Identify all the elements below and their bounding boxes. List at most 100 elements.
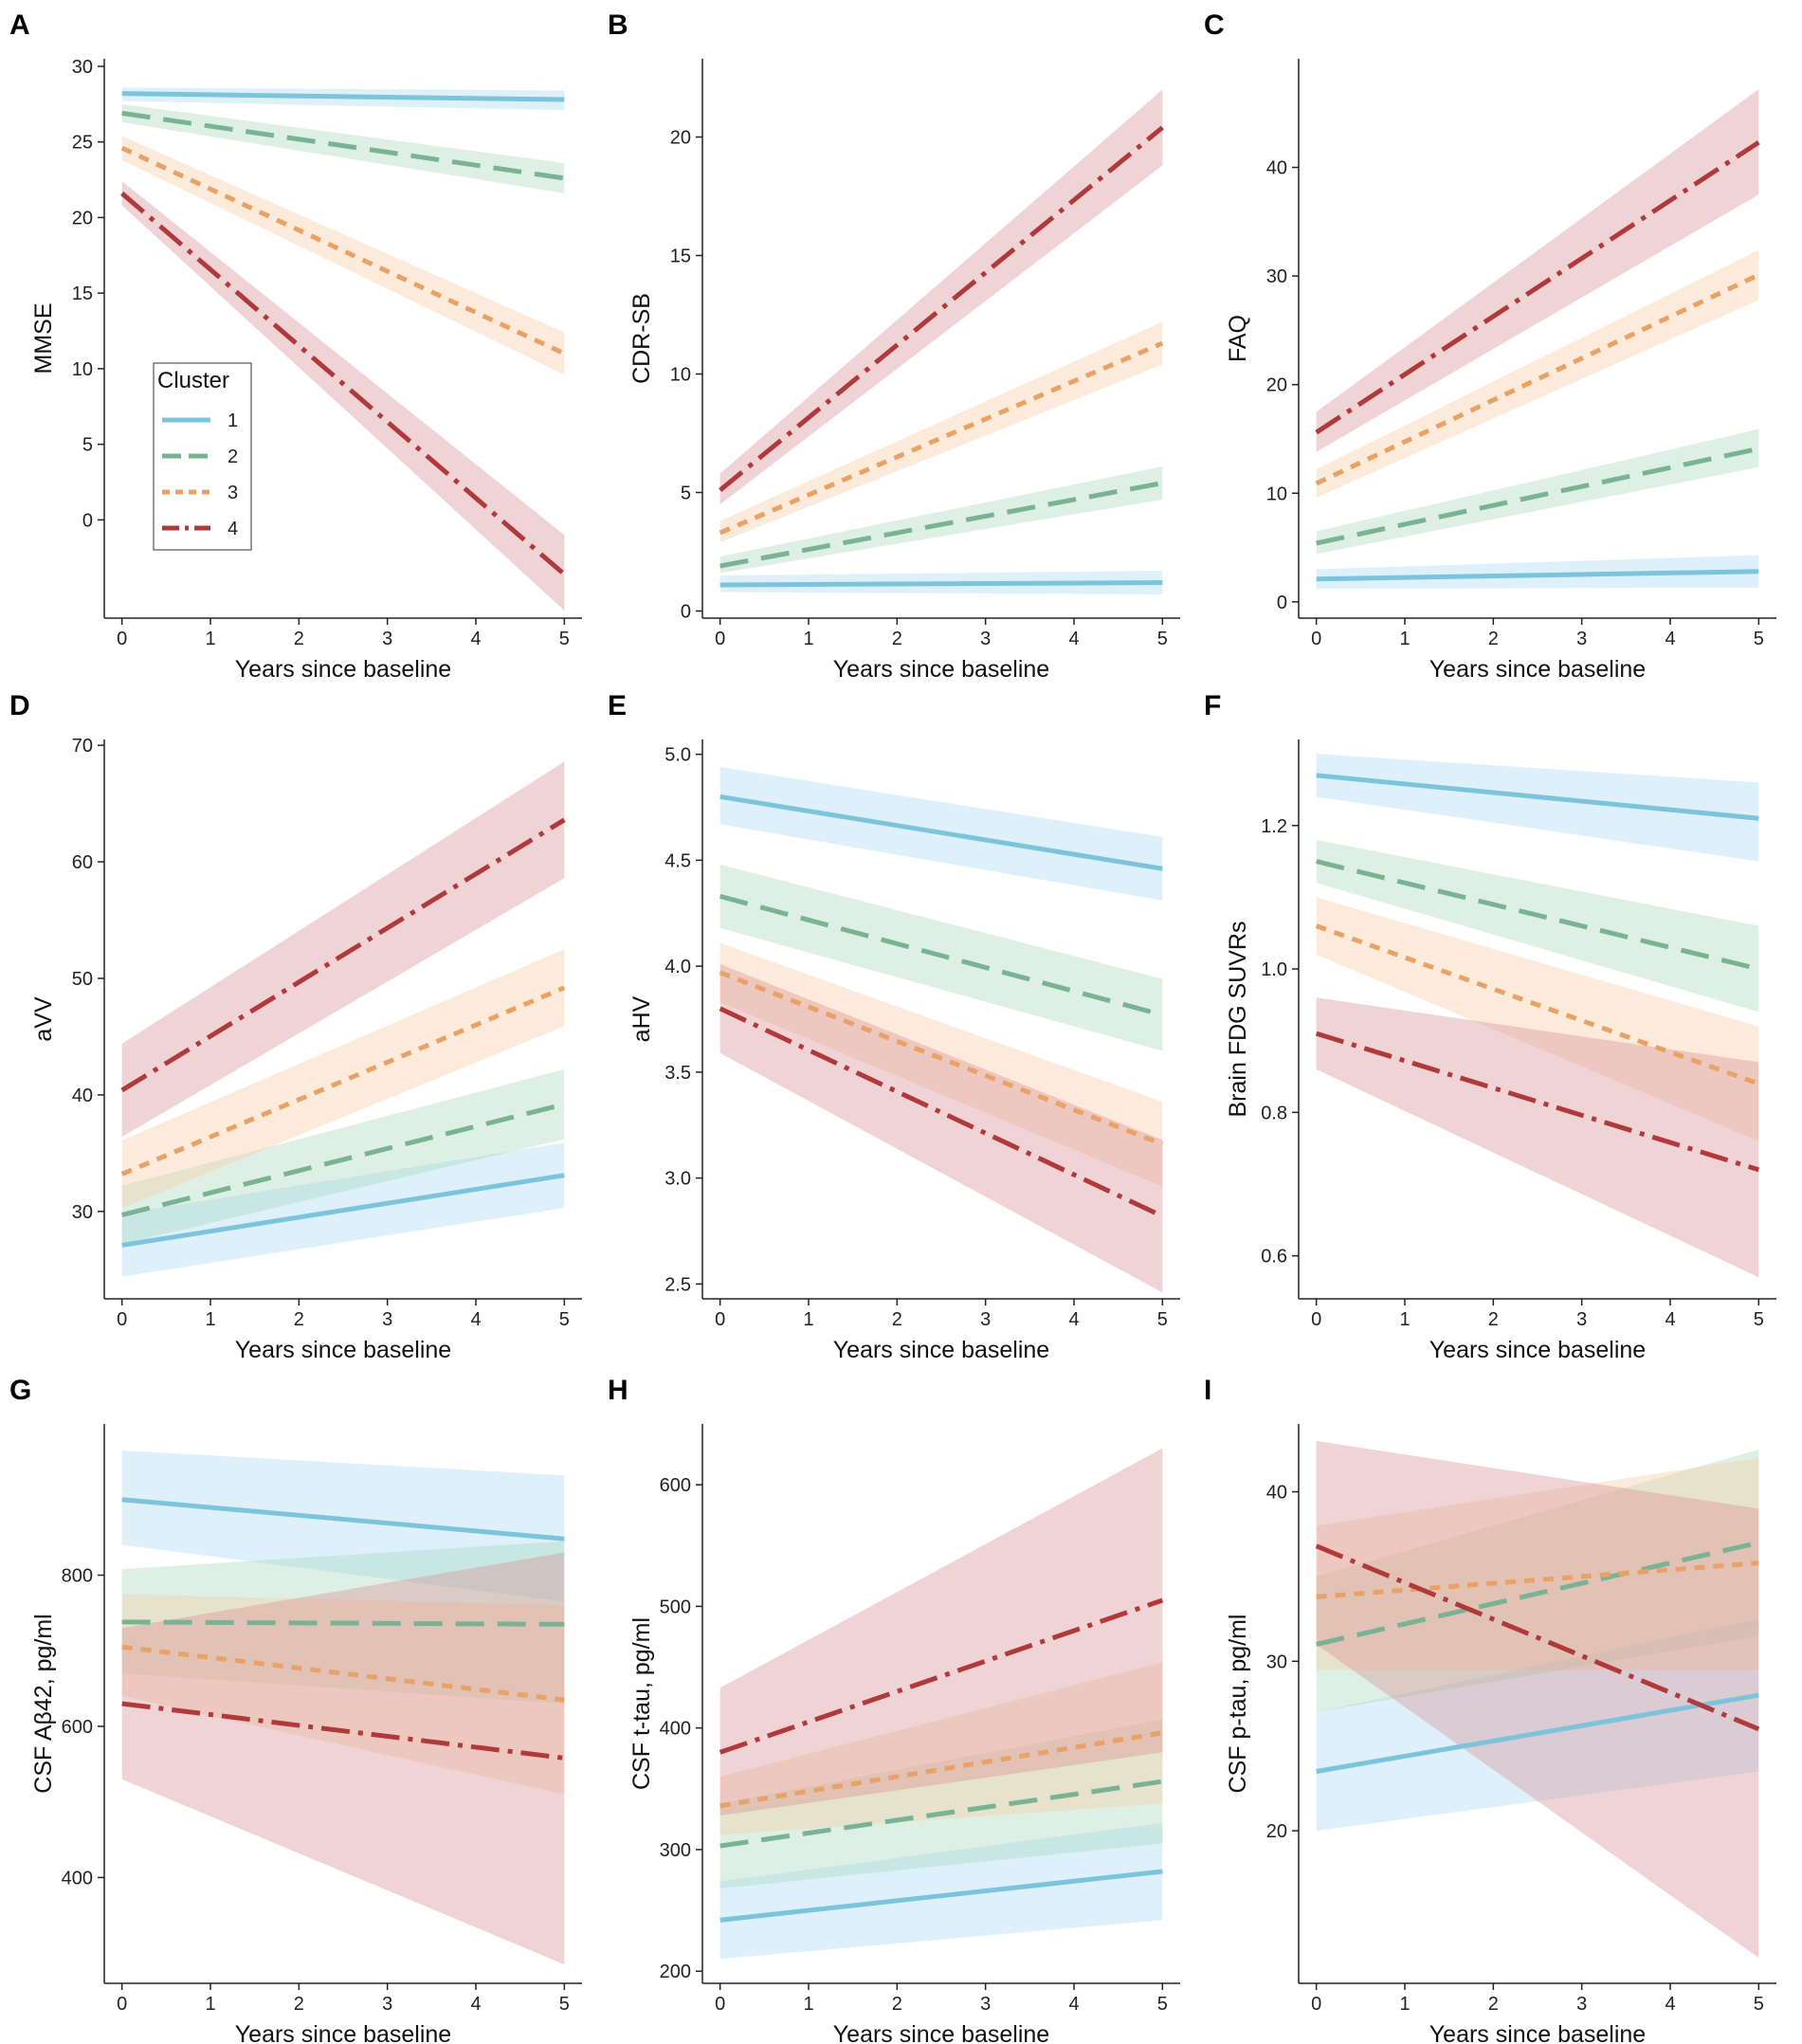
panel-e-letter: E bbox=[608, 690, 627, 721]
legend-label-cluster-3: 3 bbox=[228, 483, 238, 503]
panel-g-ci-band-cluster-1 bbox=[121, 1450, 565, 1602]
panel-e-x-axis-title: Years since baseline bbox=[833, 1337, 1049, 1363]
panel-c-letter: C bbox=[1204, 9, 1225, 41]
panel-d-series-line-cluster-3 bbox=[120, 985, 566, 1177]
panel-h-x-tick-label: 3 bbox=[980, 1994, 991, 2015]
panel-a-series-line-cluster-3 bbox=[120, 145, 566, 356]
panel-e-x-tick-label: 5 bbox=[1157, 1309, 1168, 1330]
panel-g-x-tick-label: 1 bbox=[205, 1994, 215, 2015]
panel-e-y-tick-label: 3.5 bbox=[664, 1063, 691, 1084]
panel-e-ci-band-cluster-3 bbox=[719, 942, 1163, 1187]
panel-b-letter: B bbox=[608, 9, 628, 41]
panel-c-x-tick-label: 1 bbox=[1399, 629, 1410, 649]
panel-d-y-tick-label: 50 bbox=[72, 969, 93, 990]
panel-a-ci-band-cluster-3 bbox=[121, 136, 565, 375]
panel-h-y-tick-label: 300 bbox=[660, 1840, 691, 1861]
panel-i-x-tick-label: 4 bbox=[1665, 1994, 1675, 2015]
panel-g-y-tick-label: 600 bbox=[62, 1717, 93, 1738]
panel-d-x-tick-label: 3 bbox=[382, 1309, 392, 1330]
panel-d-x-tick-label: 0 bbox=[117, 1309, 127, 1330]
panel-i-y-tick-label: 40 bbox=[1266, 1483, 1287, 1504]
legend-label-cluster-1: 1 bbox=[228, 411, 238, 431]
panel-f-series-line-cluster-4 bbox=[1315, 1031, 1760, 1173]
panel-h-y-tick-label: 600 bbox=[660, 1475, 691, 1496]
panel-g-x-tick-label: 4 bbox=[470, 1994, 481, 2015]
panel-b-y-axis-title: CDR-SB bbox=[628, 293, 655, 384]
legend-label-cluster-4: 4 bbox=[228, 519, 238, 539]
panel-b-y-tick-label: 5 bbox=[681, 484, 691, 504]
panel-c-ci-band-cluster-2 bbox=[1316, 429, 1759, 555]
panel-b-x-tick-label: 0 bbox=[715, 629, 725, 649]
panel-i-x-tick-label: 5 bbox=[1754, 1994, 1764, 2015]
panel-a-series-line-cluster-2 bbox=[121, 110, 565, 181]
panel-g-x-tick-label: 0 bbox=[117, 1994, 127, 2015]
panel-a-y-axis-title: MMSE bbox=[30, 303, 57, 374]
panel-h-ci-band-cluster-4 bbox=[719, 1448, 1163, 1816]
panel-h-series-line-cluster-4 bbox=[719, 1597, 1164, 1755]
panel-a: 0 1 2 3 4 5 0 5 10 15 20 25 30 Years since baseline MM… bbox=[9, 9, 582, 683]
panel-h-y-axis-title: CSF t-tau, pg/ml bbox=[628, 1617, 655, 1790]
panel-g-series-line-cluster-2 bbox=[121, 1619, 565, 1627]
panel-c-y-axis-title: FAQ bbox=[1225, 315, 1251, 362]
panel-i-ci-band-cluster-3 bbox=[1316, 1457, 1759, 1670]
panel-g-y-tick-label: 400 bbox=[62, 1868, 93, 1889]
panel-g-letter: G bbox=[9, 1375, 31, 1406]
panel-g-ci-band-cluster-3 bbox=[121, 1594, 565, 1795]
panel-h: 0 1 2 3 4 5 200 300 400 500 600 Years since baselin… bbox=[608, 1375, 1180, 2044]
panel-b-series-line-cluster-4 bbox=[719, 125, 1164, 492]
panel-d-series-line-cluster-4 bbox=[120, 817, 566, 1093]
panel-a-y-tick-label: 20 bbox=[72, 208, 93, 228]
panel-c-y-tick-label: 0 bbox=[1277, 593, 1287, 613]
panel-c-ci-band-cluster-4 bbox=[1316, 89, 1759, 452]
panel-a-x-tick-label: 4 bbox=[470, 629, 481, 649]
panel-a-y-tick-label: 30 bbox=[72, 57, 93, 78]
panel-d-ci-band-cluster-2 bbox=[121, 1068, 565, 1245]
panel-f-ci-band-cluster-3 bbox=[1316, 897, 1759, 1141]
panel-c-series-line-cluster-4 bbox=[1315, 140, 1760, 435]
panel-f: 0 1 2 3 4 5 0.6 0.8 1.0 1.2 Years since baseline Br… bbox=[1204, 690, 1776, 1363]
panel-b: 0 1 2 3 4 5 0 5 10 15 20 Years since baseline CDR-SB… bbox=[608, 9, 1180, 683]
panel-f-ci-band-cluster-1 bbox=[1316, 754, 1759, 862]
panel-c-x-tick-label: 2 bbox=[1488, 629, 1499, 649]
panel-h-x-tick-label: 4 bbox=[1068, 1994, 1079, 2015]
panel-e-series-line-cluster-3 bbox=[719, 970, 1164, 1147]
panel-d-x-tick-label: 5 bbox=[559, 1309, 570, 1330]
panel-f-x-axis-title: Years since baseline bbox=[1429, 1337, 1646, 1363]
panel-d-y-axis-title: aVV bbox=[30, 996, 57, 1042]
panel-b-x-axis-title: Years since baseline bbox=[833, 656, 1049, 683]
panel-d-y-tick-label: 40 bbox=[72, 1086, 93, 1106]
panel-f-y-tick-label: 1.2 bbox=[1261, 816, 1287, 837]
panel-a-x-tick-label: 5 bbox=[559, 629, 570, 649]
panel-e: 0 1 2 3 4 5 2.5 3.0 3.5 4.0 4.5 5.0 Years since base… bbox=[608, 690, 1180, 1363]
panel-h-ci-band-cluster-1 bbox=[719, 1822, 1163, 1960]
panel-b-series-line-cluster-2 bbox=[719, 481, 1163, 569]
panel-e-x-tick-label: 1 bbox=[803, 1309, 813, 1330]
panel-e-y-tick-label: 4.0 bbox=[664, 957, 691, 977]
panel-h-x-tick-label: 1 bbox=[803, 1994, 813, 2015]
panel-f-ci-band-cluster-2 bbox=[1316, 839, 1759, 1013]
panel-i-x-axis-title: Years since baseline bbox=[1429, 2021, 1646, 2044]
panel-i-series-line-cluster-2 bbox=[1316, 1540, 1759, 1647]
panel-d-x-axis-title: Years since baseline bbox=[235, 1337, 451, 1363]
panel-i-series-line-cluster-3 bbox=[1316, 1560, 1759, 1599]
panel-g-series-line-cluster-4 bbox=[121, 1701, 565, 1761]
panel-d-series-line-cluster-2 bbox=[121, 1102, 565, 1217]
panel-e-series-line-cluster-1 bbox=[719, 794, 1163, 871]
legend: Cluster 1 2 3 4 bbox=[153, 362, 252, 551]
panel-e-y-tick-label: 3.0 bbox=[664, 1169, 691, 1190]
panel-a-ci-band-cluster-2 bbox=[121, 103, 565, 193]
panel-i-letter: I bbox=[1204, 1375, 1211, 1406]
panel-e-ci-band-cluster-4 bbox=[719, 963, 1163, 1293]
panel-h-series-line-cluster-1 bbox=[719, 1869, 1163, 1923]
panel-h-letter: H bbox=[608, 1375, 628, 1406]
panel-c-y-tick-label: 30 bbox=[1266, 266, 1287, 287]
panel-c-x-tick-label: 0 bbox=[1311, 629, 1321, 649]
panel-a-letter: A bbox=[9, 9, 30, 41]
panel-g-x-axis-title: Years since baseline bbox=[235, 2021, 451, 2044]
panel-i-y-tick-label: 30 bbox=[1266, 1652, 1287, 1672]
panel-e-series-line-cluster-2 bbox=[719, 893, 1163, 1017]
panel-g-x-tick-label: 5 bbox=[559, 1994, 570, 2015]
panel-c-ci-band-cluster-3 bbox=[1316, 249, 1759, 498]
panel-b-y-tick-label: 15 bbox=[670, 246, 691, 267]
panel-b-x-tick-label: 5 bbox=[1157, 629, 1168, 649]
